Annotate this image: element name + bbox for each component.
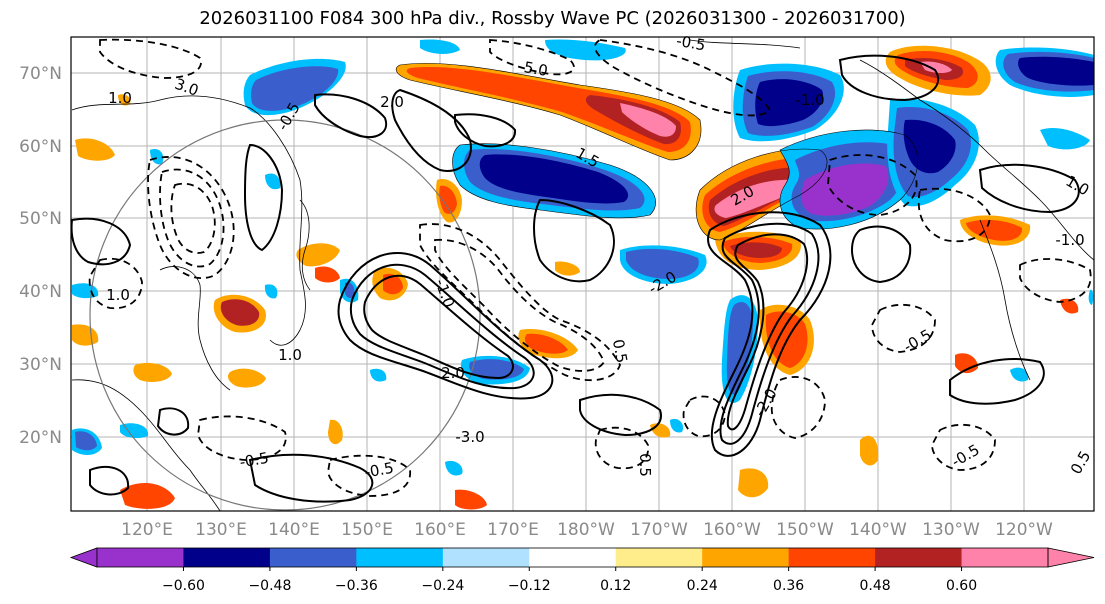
contour-label: 0.5 — [636, 453, 654, 477]
colorbar-segment — [702, 548, 790, 567]
lon-label: 170°E — [487, 520, 539, 540]
lon-label: 120°W — [995, 520, 1053, 540]
colorbar-label: 0.36 — [773, 578, 804, 594]
lon-label: 160°E — [414, 520, 466, 540]
contour-label: -0.5 — [675, 32, 707, 55]
shaded-field — [72, 39, 1094, 510]
contour-label: 2.0 — [380, 93, 404, 111]
region-circle — [89, 119, 481, 511]
colorbar-label: −0.36 — [335, 578, 378, 594]
lon-label: 150°E — [341, 520, 393, 540]
lon-label: 140°W — [849, 520, 907, 540]
negative-contours — [88, 38, 1092, 497]
contour-label: 1.0 — [106, 286, 130, 304]
contour-label: -1.0 — [795, 91, 824, 109]
contour-label: 2.0 — [441, 364, 465, 382]
lon-label: 170°W — [630, 520, 688, 540]
colorbar-segment — [875, 548, 963, 567]
colorbar-labels: −0.60 −0.48 −0.36 −0.24 −0.12 0.12 0.24 0.36 0.4… — [162, 567, 977, 594]
colorbar-label: 0.48 — [860, 578, 891, 594]
shade-outlines — [395, 63, 918, 241]
colorbar-segment — [961, 548, 1049, 567]
colorbar-segment — [183, 548, 271, 567]
colorbar-segment — [269, 548, 357, 567]
colorbar — [69, 547, 1095, 568]
contour-label: 1.0 — [278, 346, 302, 364]
lon-label: 130°W — [922, 520, 980, 540]
lat-label: 40°N — [19, 282, 62, 302]
colorbar-label: −0.48 — [248, 578, 291, 594]
lat-label: 50°N — [19, 209, 62, 229]
colorbar-label: −0.60 — [162, 578, 205, 594]
plot-frame — [70, 36, 1095, 512]
map-title: 2026031100 F084 300 hPa div., Rossby Wav… — [199, 8, 906, 29]
colorbar-extend-max — [1047, 547, 1095, 568]
colorbar-segment — [356, 548, 444, 567]
colorbar-segment — [615, 548, 703, 567]
lon-label: 130°E — [195, 520, 247, 540]
contour-label: 5.0 — [523, 58, 550, 80]
colorbar-label: 0.60 — [946, 578, 977, 594]
colorbar-label: 0.24 — [687, 578, 718, 594]
colorbar-segment — [788, 548, 876, 567]
contour-label: 1.0 — [108, 89, 132, 107]
contour-label: -3.0 — [455, 428, 484, 446]
colorbar-label: −0.12 — [508, 578, 551, 594]
latitude-labels: 70°N 60°N 50°N 40°N 30°N 20°N — [19, 64, 62, 448]
lat-label: 20°N — [19, 428, 62, 448]
contour-label: -1.0 — [1055, 231, 1084, 249]
colorbar-extend-min — [69, 547, 98, 568]
colorbar-frame — [96, 547, 1049, 568]
colorbar-label: 0.12 — [600, 578, 631, 594]
positive-contours — [71, 54, 1080, 503]
lon-label: 120°E — [121, 520, 173, 540]
lat-label: 60°N — [19, 137, 62, 157]
longitude-labels: 120°E 130°E 140°E 150°E 160°E 170°E 180°W 170°W… — [121, 520, 1053, 540]
contour-label: -0.5 — [238, 449, 270, 472]
lon-label: 140°E — [268, 520, 320, 540]
colorbar-segment — [529, 548, 617, 567]
colorbar-segment — [442, 548, 530, 567]
lat-label: 70°N — [19, 64, 62, 84]
colorbar-segment — [97, 548, 184, 567]
lon-label: 150°W — [776, 520, 834, 540]
lon-label: 160°W — [703, 520, 761, 540]
contour-label: -0.5 — [363, 459, 395, 482]
contour-label: 0.5 — [609, 338, 631, 365]
colorbar-label: −0.24 — [421, 578, 464, 594]
lat-label: 30°N — [19, 355, 62, 375]
lon-label: 180°W — [557, 520, 615, 540]
